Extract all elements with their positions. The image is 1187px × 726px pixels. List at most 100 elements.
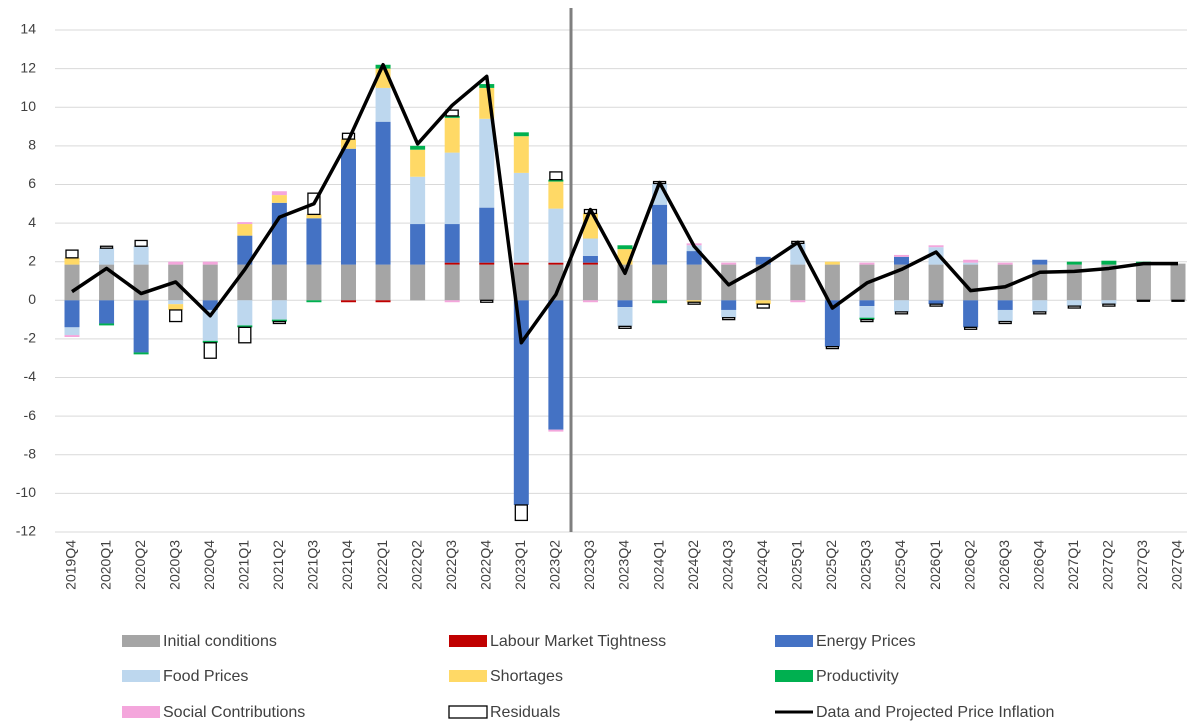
- x-tick-label: 2023Q4: [616, 540, 632, 590]
- bar-segment: [582, 255, 598, 263]
- bar-segment: [963, 259, 979, 263]
- x-tick-label: 2019Q4: [63, 540, 79, 590]
- x-tick-label: 2023Q2: [547, 540, 563, 590]
- bar-segment: [1101, 264, 1117, 301]
- bar-segment: [410, 176, 426, 225]
- bar-segment: [444, 117, 460, 153]
- bar-segment: [1102, 303, 1116, 307]
- bar-segment: [721, 309, 737, 318]
- bar-segment: [859, 262, 875, 265]
- y-tick-label: -8: [24, 445, 37, 461]
- y-tick-label: 6: [28, 175, 36, 191]
- bar-segment: [582, 264, 598, 301]
- bar-segment: [824, 264, 840, 301]
- bar-segment: [1032, 259, 1048, 265]
- y-tick-label: -6: [24, 407, 37, 423]
- bar-segment: [687, 301, 701, 305]
- bar-segment: [133, 300, 149, 353]
- bar-segment: [203, 342, 217, 359]
- bar-segment: [722, 317, 736, 321]
- bar-segment: [859, 300, 875, 307]
- bar-segment: [755, 256, 771, 265]
- bar-segment: [99, 248, 115, 265]
- bar-segment: [1101, 300, 1117, 305]
- bar-segment: [548, 264, 564, 301]
- bar-segment: [755, 300, 771, 305]
- x-tick-label: 2023Q1: [512, 540, 528, 590]
- x-tick-label: 2027Q2: [1100, 540, 1116, 590]
- bar-segment: [824, 300, 840, 347]
- bar-segment: [444, 262, 460, 265]
- bar-segment: [894, 264, 909, 301]
- legend-label: Social Contributions: [163, 704, 305, 721]
- bar-segment: [548, 300, 564, 430]
- bar-segment: [617, 264, 633, 301]
- x-tick-label: 2020Q4: [201, 540, 217, 590]
- legend-swatch: [122, 706, 160, 718]
- bar-segment: [271, 191, 287, 196]
- bar-segment: [513, 172, 529, 263]
- bar-segment: [237, 325, 253, 328]
- bar-segment: [928, 300, 944, 305]
- bar-segment: [271, 264, 287, 301]
- bar-segment: [894, 311, 909, 315]
- bar-segment: [410, 264, 426, 301]
- bar-segment: [479, 118, 495, 208]
- legend-label: Food Prices: [163, 668, 248, 685]
- bar-segment: [548, 179, 564, 182]
- bar-segment: [99, 245, 114, 249]
- y-tick-label: 12: [20, 59, 36, 75]
- bar-segment: [271, 195, 287, 203]
- x-tick-label: 2022Q4: [477, 540, 493, 590]
- bar-segment: [825, 345, 840, 350]
- bar-segment: [202, 264, 218, 301]
- bar-segment: [548, 181, 564, 209]
- bar-segment: [306, 218, 322, 265]
- x-tick-label: 2024Q2: [685, 540, 701, 590]
- legend-swatch: [122, 670, 160, 682]
- bar-segment: [306, 300, 322, 303]
- x-tick-label: 2021Q1: [236, 540, 252, 590]
- inflation-line: [71, 63, 1178, 345]
- bar-segment: [894, 300, 909, 312]
- bar-segment: [548, 429, 564, 432]
- bar-segment: [1032, 264, 1048, 301]
- bar-segment: [271, 319, 287, 322]
- bar-segment: [237, 235, 253, 265]
- bar-segment: [617, 307, 633, 327]
- y-tick-label: 14: [20, 21, 36, 37]
- x-tick-label: 2026Q2: [961, 540, 977, 590]
- bar-segment: [617, 245, 633, 250]
- bar-segment: [1135, 263, 1151, 301]
- bar-segment: [444, 300, 460, 303]
- x-tick-label: 2024Q1: [650, 540, 666, 590]
- bar-segment: [582, 300, 598, 303]
- legend-label: Data and Projected Price Inflation: [816, 704, 1054, 721]
- bar-segment: [928, 264, 944, 301]
- bar-segment: [410, 224, 426, 265]
- bar-segment: [341, 300, 356, 303]
- bar-segment: [756, 303, 770, 309]
- bar-segment: [824, 261, 840, 265]
- bar-segment: [582, 262, 598, 265]
- bar-segment: [997, 300, 1013, 310]
- bar-segment: [202, 340, 218, 343]
- bar-segment: [99, 264, 115, 301]
- bar-segment: [271, 300, 287, 320]
- bar-segment: [618, 325, 632, 329]
- legend-swatch: [775, 635, 813, 647]
- bar-segment: [859, 317, 875, 320]
- legend-label: Productivity: [816, 668, 899, 685]
- x-tick-label: 2020Q1: [97, 540, 113, 590]
- y-tick-label: -4: [24, 368, 37, 384]
- bar-segment: [963, 326, 978, 330]
- bar-segment: [375, 121, 391, 265]
- bar-segment: [513, 300, 529, 505]
- x-tick-label: 2025Q4: [892, 540, 908, 590]
- bar-segment: [99, 323, 115, 326]
- bar-segment: [617, 300, 633, 308]
- bar-segment: [686, 300, 702, 303]
- bar-segment: [375, 300, 391, 303]
- bar-segment: [238, 326, 252, 344]
- bar-segment: [998, 320, 1012, 325]
